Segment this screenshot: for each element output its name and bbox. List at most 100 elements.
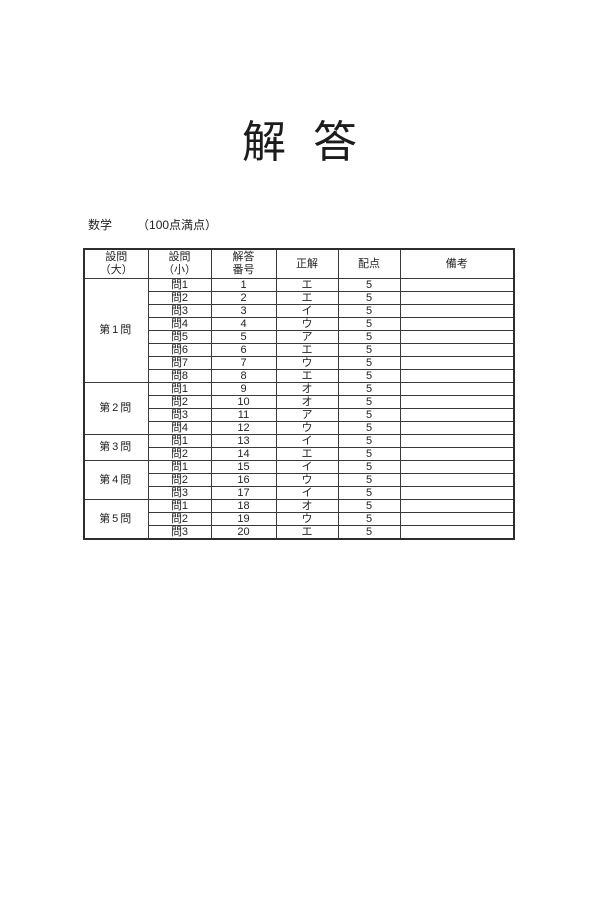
cell-sub-question: 問2 — [147, 473, 212, 488]
cell-remarks — [399, 395, 515, 410]
cell-remarks — [399, 278, 515, 293]
section-label: 第1問 — [83, 278, 149, 384]
cell-sub-question: 問2 — [147, 447, 212, 462]
section-label: 第3問 — [83, 434, 149, 462]
subject-line: 数学 （100点満点） — [88, 216, 217, 233]
table-row: 第3問 問1 13 イ 5 — [83, 434, 515, 462]
cell-sub-question: 問1 — [147, 382, 212, 397]
table-row: 問2 2 エ 5 — [84, 291, 515, 306]
cell-sub-question: 問3 — [147, 408, 212, 423]
cell-answer-number: 15 — [210, 460, 277, 475]
cell-correct-answer: ア — [275, 330, 339, 345]
cell-remarks — [399, 512, 515, 527]
cell-points: 5 — [337, 356, 401, 371]
cell-correct-answer: エ — [275, 525, 339, 540]
cell-sub-question: 問2 — [147, 291, 212, 306]
cell-points: 5 — [337, 330, 401, 345]
cell-points: 5 — [337, 512, 401, 527]
cell-points: 5 — [337, 473, 401, 488]
table-row: 問2 10 オ 5 — [84, 395, 515, 410]
cell-remarks — [399, 317, 515, 332]
cell-sub-question: 問4 — [147, 421, 212, 436]
cell-sub-question: 問4 — [147, 317, 212, 332]
cell-answer-number: 2 — [210, 291, 277, 306]
cell-answer-number: 19 — [210, 512, 277, 527]
header-remarks: 備考 — [399, 248, 515, 280]
cell-correct-answer: エ — [275, 369, 339, 384]
cell-points: 5 — [337, 382, 401, 397]
section-label: 第5問 — [83, 499, 149, 540]
answer-table: 設問 （大） 設問 （小） 解答 番号 正解 配点 備考 第1問 問1 1 エ 5 問2 2… — [83, 248, 515, 540]
table-row: 第1問 問1 1 エ 5 — [83, 278, 515, 384]
header-question-small: 設問 （小） — [147, 248, 212, 280]
cell-points: 5 — [337, 304, 401, 319]
cell-answer-number: 13 — [210, 434, 277, 449]
table-row: 問6 6 エ 5 — [84, 343, 515, 358]
cell-correct-answer: エ — [275, 343, 339, 358]
cell-correct-answer: ウ — [275, 473, 339, 488]
cell-answer-number: 9 — [210, 382, 277, 397]
header-question-large: 設問 （大） — [83, 248, 149, 280]
cell-answer-number: 7 — [210, 356, 277, 371]
table-row: 問3 11 ア 5 — [84, 408, 515, 423]
header-points: 配点 — [337, 248, 401, 280]
cell-remarks — [399, 343, 515, 358]
cell-remarks — [399, 473, 515, 488]
cell-remarks — [399, 460, 515, 475]
table-row: 問3 3 イ 5 — [84, 304, 515, 319]
page-title: 解 答 — [242, 118, 358, 167]
cell-points: 5 — [337, 408, 401, 423]
cell-points: 5 — [337, 525, 401, 540]
cell-points: 5 — [337, 499, 401, 514]
cell-answer-number: 17 — [210, 486, 277, 501]
table-row: 問8 8 エ 5 — [84, 369, 515, 384]
cell-correct-answer: ウ — [275, 512, 339, 527]
cell-sub-question: 問3 — [147, 486, 212, 501]
cell-sub-question: 問1 — [147, 499, 212, 514]
cell-correct-answer: ウ — [275, 317, 339, 332]
points-note: （100点満点） — [137, 218, 218, 232]
cell-remarks — [399, 499, 515, 514]
table-row: 問3 20 エ 5 — [84, 525, 515, 540]
cell-correct-answer: ウ — [275, 356, 339, 371]
cell-sub-question: 問1 — [147, 278, 212, 293]
cell-sub-question: 問5 — [147, 330, 212, 345]
cell-correct-answer: ア — [275, 408, 339, 423]
cell-points: 5 — [337, 278, 401, 293]
cell-points: 5 — [337, 343, 401, 358]
cell-remarks — [399, 382, 515, 397]
cell-sub-question: 問3 — [147, 304, 212, 319]
cell-answer-number: 10 — [210, 395, 277, 410]
header-answer-number: 解答 番号 — [210, 248, 277, 280]
table-row: 第4問 問1 15 イ 5 — [83, 460, 515, 501]
cell-answer-number: 11 — [210, 408, 277, 423]
cell-remarks — [399, 434, 515, 449]
cell-correct-answer: イ — [275, 486, 339, 501]
table-row: 問2 19 ウ 5 — [84, 512, 515, 527]
answer-table-body: 第1問 問1 1 エ 5 問2 2 エ 5 問3 3 イ 5 問4 4 ウ 5 問5 5 ア 5 問6 6 エ 5 問7 7 ウ 5 問8… — [83, 278, 515, 540]
cell-points: 5 — [337, 395, 401, 410]
table-row: 問4 4 ウ 5 — [84, 317, 515, 332]
cell-answer-number: 16 — [210, 473, 277, 488]
cell-points: 5 — [337, 460, 401, 475]
section-label: 第4問 — [83, 460, 149, 501]
table-row: 問2 14 エ 5 — [84, 447, 515, 462]
cell-correct-answer: オ — [275, 395, 339, 410]
cell-answer-number: 4 — [210, 317, 277, 332]
header-correct-answer: 正解 — [275, 248, 339, 280]
cell-sub-question: 問7 — [147, 356, 212, 371]
cell-points: 5 — [337, 369, 401, 384]
cell-answer-number: 3 — [210, 304, 277, 319]
cell-sub-question: 問2 — [147, 395, 212, 410]
cell-points: 5 — [337, 447, 401, 462]
cell-correct-answer: オ — [275, 499, 339, 514]
cell-answer-number: 5 — [210, 330, 277, 345]
section-label: 第2問 — [83, 382, 149, 436]
table-row: 問7 7 ウ 5 — [84, 356, 515, 371]
cell-answer-number: 20 — [210, 525, 277, 540]
cell-remarks — [399, 525, 515, 540]
table-row: 問4 12 ウ 5 — [84, 421, 515, 436]
cell-answer-number: 8 — [210, 369, 277, 384]
subject-label: 数学 — [88, 218, 113, 232]
cell-correct-answer: イ — [275, 304, 339, 319]
